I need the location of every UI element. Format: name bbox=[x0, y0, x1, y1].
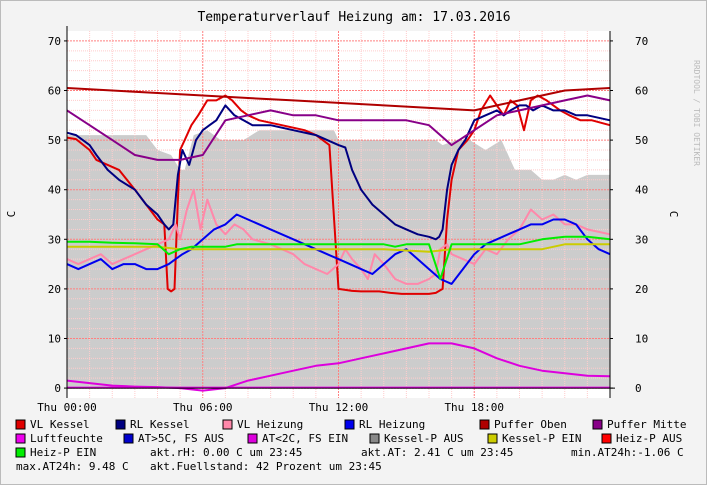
legend-label: Kessel-P EIN bbox=[502, 432, 581, 445]
y-tick-label: 40 bbox=[48, 184, 61, 197]
legend-swatch bbox=[479, 419, 490, 430]
x-tick-label: Thu 00:00 bbox=[37, 401, 97, 414]
y-tick-label: 0 bbox=[54, 382, 61, 395]
y-tick-label-right: 70 bbox=[635, 35, 648, 48]
series-line-3 bbox=[66, 213, 611, 285]
watermark: RRDTOOL / TOBI OETIKER bbox=[692, 60, 701, 166]
y-tick-label: 10 bbox=[48, 332, 61, 345]
legend-label: Luftfeuchte bbox=[30, 432, 103, 445]
legend-swatch bbox=[222, 419, 233, 430]
legend-label: Puffer Mitte bbox=[607, 418, 686, 431]
legend-label: VL Heizung bbox=[237, 418, 303, 431]
y-tick-label-right: 30 bbox=[635, 233, 648, 246]
stat-at: akt.AT: 2.41 C um 23:45 bbox=[361, 446, 513, 459]
y-tick-label-right: 0 bbox=[635, 382, 642, 395]
chart-title: Temperaturverlauf Heizung am: 17.03.2016 bbox=[197, 10, 510, 25]
y-tick-label-right: 20 bbox=[635, 283, 648, 296]
y-tick-label-right: 60 bbox=[635, 85, 648, 98]
y-tick-label: 70 bbox=[48, 35, 61, 48]
legend-label: AT>5C, FS AUS bbox=[138, 432, 224, 445]
legend-label: RL Heizung bbox=[359, 418, 425, 431]
legend-label: Puffer Oben bbox=[494, 418, 567, 431]
stat-max: max.AT24h: 9.48 C bbox=[16, 460, 129, 473]
series-line-2 bbox=[66, 188, 611, 285]
legend-swatch bbox=[123, 433, 134, 444]
legend-swatch bbox=[15, 447, 26, 458]
axis-layer: 0 0 10 10 20 20 30 30 40 40 50 50 60 60 70 70 Thu 00:00 T… bbox=[37, 26, 648, 414]
series-line-11 bbox=[67, 235, 611, 280]
stat-min: min.AT24h:-1.06 C bbox=[571, 446, 684, 459]
y-tick-label-right: 50 bbox=[635, 134, 648, 147]
y-axis-label-left: C bbox=[5, 211, 18, 218]
legend-swatch bbox=[601, 433, 612, 444]
x-tick-label: Thu 06:00 bbox=[173, 401, 233, 414]
y-tick-label: 50 bbox=[48, 134, 61, 147]
stat-rh: akt.rH: 0.00 C um 23:45 bbox=[150, 446, 302, 459]
legend-swatch bbox=[487, 433, 498, 444]
legend-swatch bbox=[592, 419, 603, 430]
legend-label: VL Kessel bbox=[30, 418, 90, 431]
y-tick-label: 30 bbox=[48, 233, 61, 246]
x-tick-label: Thu 18:00 bbox=[444, 401, 504, 414]
legend-swatch bbox=[344, 419, 355, 430]
legend-label: Heiz-P EIN bbox=[30, 446, 96, 459]
legend: VL Kessel RL Kessel VL Heizung RL Heizung Pu… bbox=[15, 418, 686, 459]
series-line-5 bbox=[66, 94, 611, 161]
y-tick-label: 20 bbox=[48, 283, 61, 296]
series-line-4 bbox=[66, 87, 611, 112]
y-axis-label-right: C bbox=[667, 211, 680, 218]
legend-swatch bbox=[369, 433, 380, 444]
y-tick-label-right: 40 bbox=[635, 184, 648, 197]
stat-fill: akt.Fuellstand: 42 Prozent um 23:45 bbox=[150, 460, 382, 473]
legend-swatch bbox=[115, 419, 126, 430]
legend-label: Heiz-P AUS bbox=[616, 432, 682, 445]
y-tick-label: 60 bbox=[48, 85, 61, 98]
series-line-8 bbox=[66, 342, 611, 392]
series-layer bbox=[66, 87, 611, 392]
legend-swatch bbox=[15, 433, 26, 444]
legend-label: Kessel-P AUS bbox=[384, 432, 463, 445]
legend-swatch bbox=[15, 419, 26, 430]
y-tick-label-right: 10 bbox=[635, 332, 648, 345]
legend-label: AT<2C, FS EIN bbox=[262, 432, 348, 445]
x-tick-label: Thu 12:00 bbox=[309, 401, 369, 414]
legend-swatch bbox=[247, 433, 258, 444]
legend-label: RL Kessel bbox=[130, 418, 190, 431]
